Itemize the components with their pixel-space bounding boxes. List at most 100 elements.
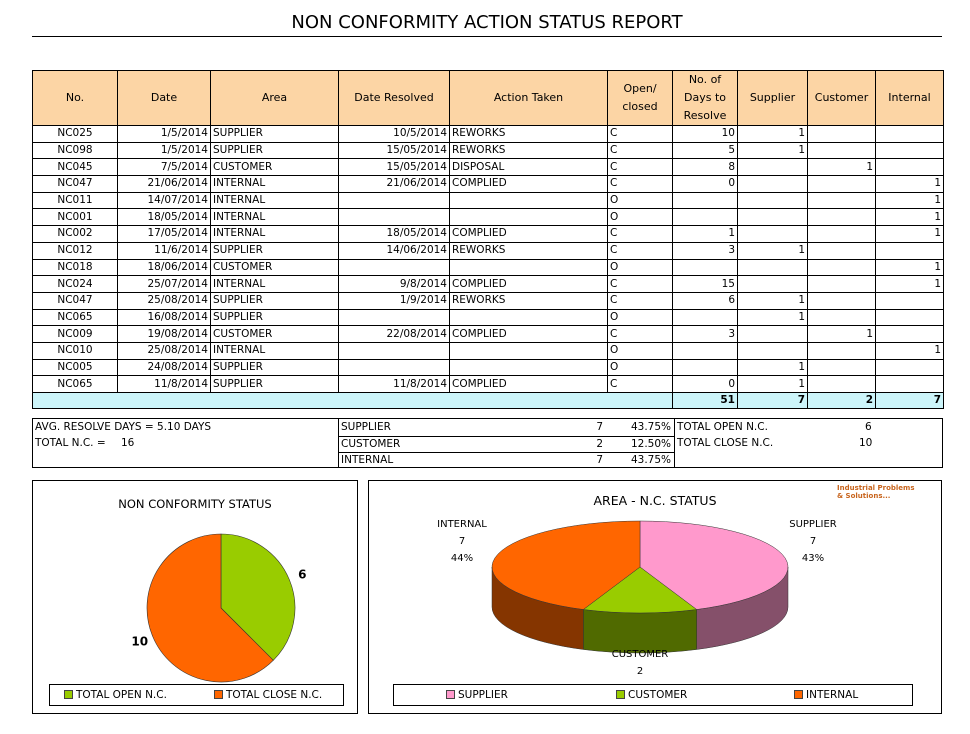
cell-supplier: 1	[737, 141, 808, 160]
cell-days	[672, 191, 738, 210]
total-open-value: 6	[865, 421, 872, 433]
cell-resolved	[338, 258, 450, 277]
cell-no: NC009	[32, 325, 118, 343]
col-header-open-closed: Open/closed	[607, 70, 673, 126]
table-row: NC045 7/5/2014 CUSTOMER 15/05/2014 DISPOSAL C…	[32, 158, 944, 177]
summary-area-pct: 12.50%	[630, 437, 671, 450]
cell-supplier	[737, 225, 808, 243]
table-header-row: No. Date Area Date Resolved Action Taken…	[32, 70, 944, 126]
cell-days: 0	[672, 375, 738, 393]
table-row: NC018 18/06/2014 CUSTOMER O 1	[32, 258, 944, 277]
table-row: NC047 25/08/2014 SUPPLIER 1/9/2014 REWORKS C 6…	[32, 291, 944, 310]
cell-days: 3	[672, 325, 738, 343]
summary-area-count: 7	[596, 454, 603, 466]
cell-status: C	[607, 175, 673, 193]
cell-date: 21/06/2014	[117, 175, 211, 193]
legend-item-internal: INTERNAL	[794, 689, 858, 702]
table-row: NC005 24/08/2014 SUPPLIER O 1	[32, 358, 944, 377]
cell-supplier	[737, 325, 808, 343]
cell-date: 16/08/2014	[117, 308, 211, 327]
col-header-date-resolved: Date Resolved	[338, 70, 450, 126]
cell-action	[449, 258, 608, 277]
area-chart-panel: Industrial Problems & Solutions... AREA -…	[368, 480, 942, 714]
cell-customer	[807, 208, 876, 227]
pie-data-label-0: 6	[298, 567, 306, 581]
summary-area-pct: 43.75%	[630, 421, 671, 433]
summary-area-pct: 43.75%	[630, 454, 671, 466]
cell-no: NC025	[32, 125, 118, 143]
cell-area: SUPPLIER	[210, 308, 339, 327]
cell-status: C	[607, 158, 673, 177]
table-row: NC009 19/08/2014 CUSTOMER 22/08/2014 COMPLIE…	[32, 325, 944, 343]
cell-status: C	[607, 275, 673, 293]
table-row: NC065 16/08/2014 SUPPLIER O 1	[32, 308, 944, 327]
cell-action: COMPLIED	[449, 275, 608, 293]
cell-action: COMPLIED	[449, 375, 608, 393]
col-header-date: Date	[117, 70, 211, 126]
cell-customer	[807, 241, 876, 260]
total-open-label: TOTAL OPEN N.C.	[677, 421, 768, 433]
cell-customer	[807, 141, 876, 160]
cell-action	[449, 308, 608, 327]
summary-box: AVG. RESOLVE DAYS = 5.10 DAYS TOTAL N.C.…	[32, 418, 943, 468]
area-legend: SUPPLIER CUSTOMER INTERNAL	[393, 684, 913, 706]
cell-internal	[875, 308, 944, 327]
total-close-label: TOTAL CLOSE N.C.	[677, 437, 774, 449]
cell-date: 1/5/2014	[117, 125, 211, 143]
cell-action	[449, 208, 608, 227]
area-data-label-value: 7	[459, 536, 465, 547]
cell-internal	[875, 125, 944, 143]
cell-action: DISPOSAL	[449, 158, 608, 177]
cell-status: O	[607, 358, 673, 377]
cell-date: 11/8/2014	[117, 375, 211, 393]
col-header-days: No. of Days to Resolve	[672, 70, 738, 126]
cell-supplier	[737, 208, 808, 227]
avg-resolve-days: AVG. RESOLVE DAYS = 5.10 DAYS	[35, 421, 212, 433]
cell-internal: 1	[875, 208, 944, 227]
pie-slice-1	[146, 533, 274, 683]
status-legend: TOTAL OPEN N.C. TOTAL CLOSE N.C.	[49, 684, 344, 706]
cell-date: 18/06/2014	[117, 258, 211, 277]
cell-internal: 1	[875, 225, 944, 243]
cell-days: 15	[672, 275, 738, 293]
table-row: NC065 11/8/2014 SUPPLIER 11/8/2014 COMPLIED C…	[32, 375, 944, 393]
cell-date: 11/6/2014	[117, 241, 211, 260]
cell-resolved: 18/05/2014	[338, 225, 450, 243]
table-row: NC012 11/6/2014 SUPPLIER 14/06/2014 REWORKS C…	[32, 241, 944, 260]
cell-no: NC065	[32, 375, 118, 393]
area-data-label-name: CUSTOMER	[612, 649, 669, 660]
cell-supplier	[737, 275, 808, 293]
cell-days: 6	[672, 291, 738, 310]
cell-supplier	[737, 175, 808, 193]
status-pie-chart: 6 10	[131, 533, 306, 683]
total-nc-label: TOTAL N.C. =	[35, 437, 106, 449]
cell-area: CUSTOMER	[210, 258, 339, 277]
cell-resolved: 9/8/2014	[338, 275, 450, 293]
cell-area: INTERNAL	[210, 275, 339, 293]
cell-no: NC018	[32, 258, 118, 277]
cell-days: 3	[672, 241, 738, 260]
cell-no: NC045	[32, 158, 118, 177]
cell-area: SUPPLIER	[210, 141, 339, 160]
col-header-internal: Internal	[875, 70, 944, 126]
totals-row: 51 7 2 7	[32, 392, 944, 409]
cell-days	[672, 358, 738, 377]
summary-area-name: INTERNAL	[341, 454, 394, 466]
cell-customer: 1	[807, 158, 876, 177]
cell-customer	[807, 125, 876, 143]
cell-internal	[875, 325, 944, 343]
cell-area: INTERNAL	[210, 191, 339, 210]
pie3d-side-1	[583, 609, 697, 654]
cell-supplier: 1	[737, 375, 808, 393]
cell-status: C	[607, 125, 673, 143]
cell-area: INTERNAL	[210, 208, 339, 227]
cell-date: 19/08/2014	[117, 325, 211, 343]
report-title: NON CONFORMITY ACTION STATUS REPORT	[32, 10, 942, 37]
cell-no: NC011	[32, 191, 118, 210]
cell-resolved	[338, 308, 450, 327]
cell-resolved	[338, 208, 450, 227]
cell-supplier: 1	[737, 358, 808, 377]
table-row: NC001 18/05/2014 INTERNAL O 1	[32, 208, 944, 227]
summary-area-name: SUPPLIER	[341, 421, 391, 433]
